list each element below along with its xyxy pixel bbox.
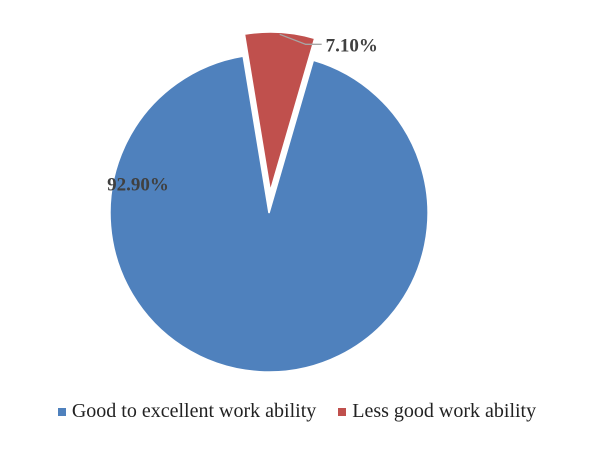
pie-slices [109, 31, 429, 373]
legend-label-good: Good to excellent work ability [71, 400, 317, 422]
data-label-1: 7.10% [326, 35, 378, 56]
legend-item-less-good: Less good work ability [338, 400, 536, 423]
leader-line-1 [279, 33, 322, 45]
legend-swatch-less-good [338, 407, 347, 416]
legend-swatch-good [57, 407, 66, 416]
legend-item-good: Good to excellent work ability [57, 400, 317, 423]
data-label-0: 92.90% [107, 175, 169, 196]
data-labels: 92.90% 7.10% [107, 35, 378, 195]
legend-label-less-good: Less good work ability [352, 400, 537, 422]
pie-slice-1 [243, 31, 316, 192]
leader-lines [279, 33, 322, 45]
pie-slice-0 [109, 55, 429, 373]
legend: Good to excellent work ability Less good… [0, 400, 594, 423]
